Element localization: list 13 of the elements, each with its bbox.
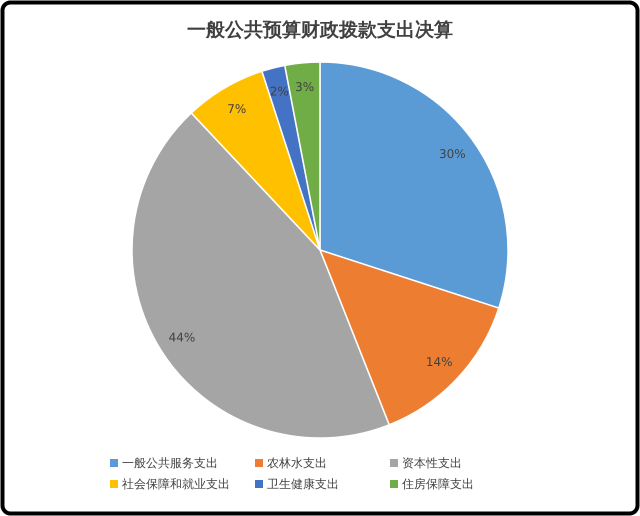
legend-label: 卫生健康支出: [267, 477, 339, 491]
chart-title: 一般公共预算财政拨款支出决算: [187, 19, 453, 41]
legend-label: 一般公共服务支出: [122, 456, 218, 470]
data-label: 3%: [295, 80, 314, 94]
data-label: 44%: [168, 330, 196, 345]
legend-label: 住房保障支出: [401, 477, 474, 491]
legend-label: 社会保障和就业支出: [122, 477, 230, 491]
data-label: 7%: [227, 102, 246, 116]
legend-label: 农林水支出: [267, 456, 327, 470]
legend-label: 资本性支出: [402, 456, 462, 470]
data-label: 30%: [438, 146, 466, 161]
data-label: 2%: [270, 84, 289, 99]
data-label: 14%: [426, 354, 453, 369]
